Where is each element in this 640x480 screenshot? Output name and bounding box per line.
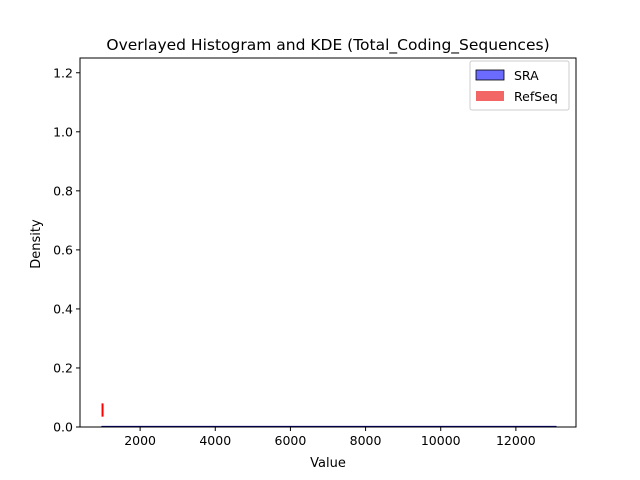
y-tick-label: 1.2 bbox=[53, 65, 73, 80]
y-tick-label: 0.0 bbox=[53, 420, 73, 435]
x-axis-ticks: 2000 4000 6000 8000 10000 12000 bbox=[124, 427, 536, 448]
y-tick-label: 0.2 bbox=[53, 360, 73, 375]
x-tick-label: 12000 bbox=[496, 433, 536, 448]
legend-label-sra: SRA bbox=[514, 68, 539, 83]
y-tick-label: 0.6 bbox=[53, 242, 73, 257]
x-tick-label: 10000 bbox=[421, 433, 461, 448]
y-tick-label: 0.4 bbox=[53, 301, 73, 316]
chart-title: Overlayed Histogram and KDE (Total_Codin… bbox=[106, 36, 549, 55]
legend-label-refseq: RefSeq bbox=[514, 89, 558, 104]
x-tick-label: 4000 bbox=[199, 433, 231, 448]
y-axis-label: Density bbox=[29, 219, 44, 269]
axes-frame bbox=[79, 57, 577, 428]
legend: SRA RefSeq bbox=[469, 60, 570, 111]
x-tick-label: 6000 bbox=[275, 433, 307, 448]
y-axis-ticks: 0.0 0.2 0.4 0.6 0.8 1.0 1.2 bbox=[53, 65, 80, 435]
x-tick-label: 2000 bbox=[124, 433, 156, 448]
y-tick-label: 1.0 bbox=[53, 124, 73, 139]
x-tick-label: 8000 bbox=[350, 433, 382, 448]
legend-swatch-refseq bbox=[476, 91, 504, 101]
x-axis-label: Value bbox=[310, 456, 346, 471]
plot-area bbox=[101, 403, 557, 428]
legend-swatch-sra bbox=[475, 69, 505, 81]
y-tick-label: 0.8 bbox=[53, 183, 73, 198]
